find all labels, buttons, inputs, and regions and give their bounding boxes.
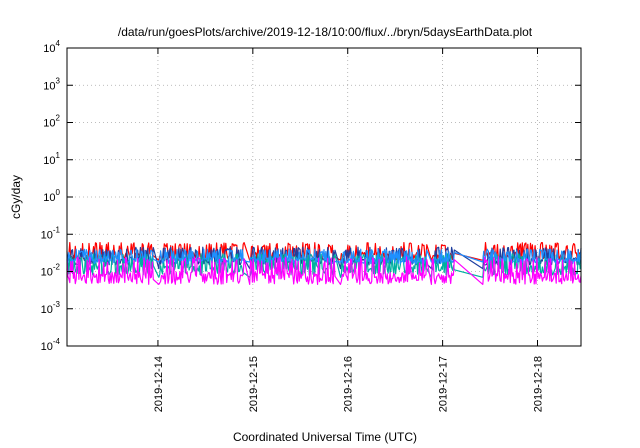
y-tick-label: 103 — [43, 76, 60, 92]
y-tick-label: 101 — [43, 151, 60, 167]
x-tick-label: 2019-12-14 — [153, 356, 165, 412]
x-tick-label: 2019-12-15 — [248, 356, 260, 412]
x-tick-label: 2019-12-16 — [343, 356, 355, 412]
y-tick-label: 10-2 — [41, 263, 61, 279]
y-tick-label: 100 — [43, 188, 60, 204]
series-group — [66, 242, 582, 285]
chart-title: /data/run/goesPlots/archive/2019-12-18/1… — [118, 25, 533, 39]
y-tick-label: 102 — [43, 114, 60, 130]
x-tick-label: 2019-12-18 — [533, 356, 545, 412]
grid — [67, 48, 581, 346]
x-axis-label: Coordinated Universal Time (UTC) — [233, 430, 417, 444]
y-tick-label: 10-1 — [41, 225, 61, 241]
data-series-line — [66, 256, 582, 285]
y-tick-label: 10-4 — [41, 337, 61, 353]
x-tick-label: 2019-12-17 — [438, 356, 450, 412]
axis-ticks: 10-4 10-3 10-2 10-1 100 101 102 103 104 2019-12-1… — [41, 39, 581, 412]
y-tick-label: 104 — [43, 39, 60, 55]
y-tick-label: 10-3 — [41, 300, 61, 316]
y-axis-label: cGy/day — [9, 175, 23, 219]
